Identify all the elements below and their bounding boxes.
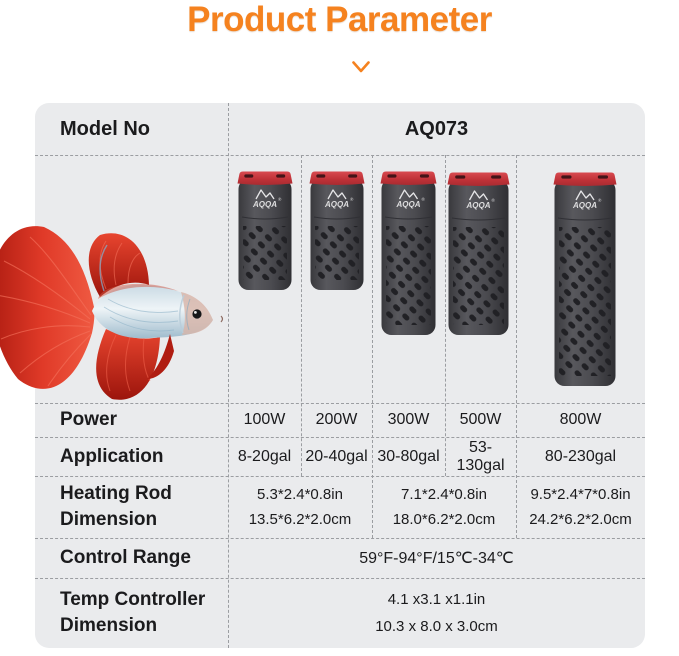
application-500w: 53-130gal (456, 438, 505, 474)
power-200w: 200W (315, 411, 358, 428)
column-divider (372, 155, 373, 538)
power-100w: 100W (243, 411, 286, 428)
svg-text:AQQA: AQQA (324, 200, 349, 209)
column-divider (301, 155, 302, 476)
power-300w: 300W (387, 411, 430, 428)
row-divider (35, 578, 645, 579)
temp-controller-dim-inch: 4.1 x3.1 x1.1in (387, 591, 486, 608)
heater-100w-image: AQQA ® (237, 171, 293, 296)
control-range-label: Control Range (60, 547, 191, 568)
svg-text:AQQA: AQQA (572, 201, 597, 210)
row-divider (35, 155, 645, 156)
column-divider (445, 155, 446, 476)
temp-controller-label-line1: Temp Controller (60, 589, 206, 610)
application-100w: 8-20gal (237, 447, 292, 465)
svg-text:AQQA: AQQA (396, 200, 421, 209)
temp-controller-label-line2: Dimension (60, 615, 158, 636)
application-200w: 20-40gal (305, 447, 368, 465)
svg-text:®: ® (422, 196, 426, 202)
svg-text:®: ® (492, 197, 496, 203)
model-no-value: AQ073 (404, 117, 469, 140)
power-500w: 500W (459, 411, 502, 428)
temp-controller-dimension-label: Temp Controller Dimension (35, 578, 228, 648)
temp-controller-dimension-value: 4.1 x3.1 x1.1in 10.3 x 8.0 x 3.0cm (228, 578, 645, 648)
temp-controller-dim-cm: 10.3 x 8.0 x 3.0cm (375, 618, 498, 635)
column-divider (516, 155, 517, 538)
heating-rod-dim-300-500w: 7.1*2.4*0.8in 18.0*6.2*2.0cm (372, 476, 516, 538)
svg-text:AQQA: AQQA (252, 200, 277, 209)
control-range-value: 59°F-94°F/15℃-34℃ (359, 550, 514, 567)
chevron-down-icon (352, 61, 370, 73)
heating-rod-dim-cm: 24.2*6.2*2.0cm (529, 511, 632, 528)
power-800w: 800W (559, 411, 602, 428)
parameter-table: Model No AQ073 AQQA ® AQQA ® (35, 103, 645, 648)
heating-rod-label-line1: Heating Rod (60, 483, 172, 504)
row-divider (35, 538, 645, 539)
row-divider (35, 476, 645, 477)
model-no-label: Model No (60, 117, 150, 140)
heater-200w-image: AQQA ® (309, 171, 365, 296)
heating-rod-dim-cm: 13.5*6.2*2.0cm (248, 511, 352, 528)
row-divider (35, 403, 645, 404)
heater-500w-image: AQQA ® (447, 172, 510, 341)
svg-text:®: ® (598, 197, 602, 203)
svg-text:®: ® (278, 196, 282, 202)
heating-rod-dimension-label: Heating Rod Dimension (35, 476, 228, 538)
application-label: Application (60, 445, 164, 467)
heating-rod-label-line2: Dimension (60, 509, 158, 530)
application-800w: 80-230gal (544, 447, 617, 465)
heating-rod-dim-inch: 9.5*2.4*7*0.8in (530, 486, 631, 503)
heating-rod-dim-inch: 5.3*2.4*0.8in (257, 486, 343, 503)
heating-rod-dim-100-200w: 5.3*2.4*0.8in 13.5*6.2*2.0cm (228, 476, 372, 538)
heater-800w-image: AQQA ® (553, 172, 617, 392)
power-label: Power (60, 409, 118, 430)
svg-text:®: ® (350, 196, 354, 202)
heating-rod-dim-800w: 9.5*2.4*7*0.8in 24.2*6.2*2.0cm (516, 476, 645, 538)
heating-rod-dim-cm: 18.0*6.2*2.0cm (392, 511, 496, 528)
page-title: Product Parameter (187, 0, 492, 39)
heating-rod-dim-inch: 7.1*2.4*0.8in (401, 486, 487, 503)
svg-text:AQQA: AQQA (466, 201, 491, 210)
column-divider (228, 103, 229, 648)
application-300w: 30-80gal (377, 447, 440, 465)
row-divider (35, 437, 645, 438)
heater-300w-image: AQQA ® (380, 171, 437, 341)
